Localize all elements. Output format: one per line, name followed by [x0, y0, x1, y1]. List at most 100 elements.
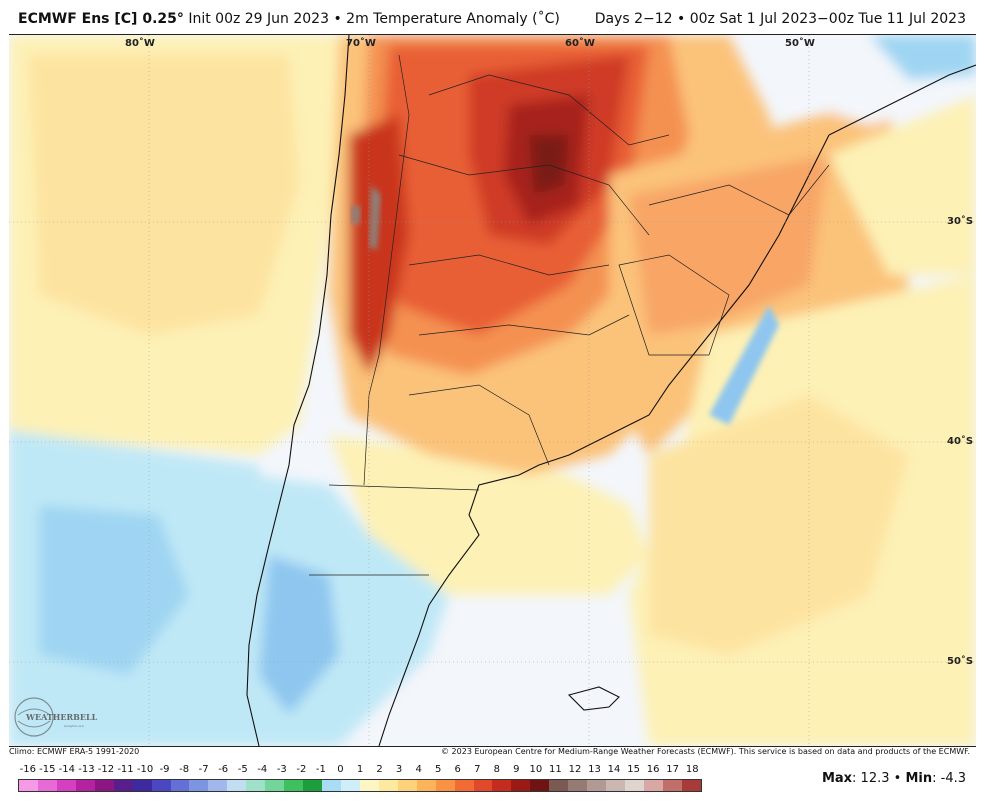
- valid-period: 00z Sat 1 Jul 2023−00z Tue 11 Jul 2023: [689, 11, 966, 27]
- anomaly-map: 80˚W 70˚W 60˚W 50˚W 30˚S 40˚S 50˚S: [9, 34, 976, 747]
- colorbar-tick-label: -7: [198, 764, 209, 775]
- colorbar-swatch: [19, 780, 38, 791]
- colorbar-swatch: [75, 780, 95, 791]
- product-name: 2m Temperature Anomaly (˚C): [346, 11, 560, 27]
- colorbar-tick-label: -11: [117, 764, 134, 775]
- colorbar-ticks: -16 -15 -14 -13 -12 -11 -10 -9 -8 -7 -6 -5 -4 -3 -2 -1 0…: [18, 764, 702, 778]
- header-period: Days 2−12 • 00z Sat 1 Jul 2023−00z Tue 1…: [595, 11, 966, 27]
- map-canvas: [9, 35, 976, 746]
- model-name: ECMWF Ens [C] 0.25: [18, 11, 177, 27]
- colorbar-swatch: [303, 780, 322, 791]
- colorbar-swatch: [397, 780, 417, 791]
- colorbar-swatch: [681, 780, 701, 791]
- colorbar-tick-label: 5: [434, 764, 442, 775]
- colorbar-swatch: [94, 780, 114, 791]
- copyright-note: © 2023 European Centre for Medium-Range …: [441, 747, 970, 756]
- colorbar-tick-label: 18: [685, 764, 699, 775]
- colorbar: [18, 779, 702, 792]
- colorbar-tick-label: 14: [607, 764, 621, 775]
- colorbar-swatch: [56, 780, 76, 791]
- colorbar-swatch: [643, 780, 663, 791]
- colorbar-swatch: [492, 780, 512, 791]
- logo-text: WEATHERBELL: [25, 712, 98, 722]
- colorbar-swatch: [454, 780, 474, 791]
- colorbar-swatch: [189, 780, 209, 791]
- colorbar-swatch: [662, 780, 682, 791]
- colorbar-tick-label: 6: [454, 764, 461, 775]
- days-range: Days 2−12: [594, 11, 673, 27]
- colorbar-swatch: [322, 780, 341, 791]
- colorbar-tick-label: 7: [474, 764, 481, 775]
- separator: •: [333, 11, 342, 27]
- colorbar-tick-label: 16: [646, 764, 660, 775]
- colorbar-tick-label: -15: [39, 764, 56, 775]
- colorbar-swatch: [416, 780, 436, 791]
- colorbar-swatch: [170, 780, 190, 791]
- colorbar-swatch: [587, 780, 607, 791]
- lat-label-40s: 40˚S: [947, 436, 974, 447]
- colorbar-swatch: [284, 780, 304, 791]
- colorbar-tick-label: 11: [549, 764, 562, 775]
- colorbar-swatch: [227, 780, 247, 791]
- colorbar-tick-label: 1: [356, 764, 364, 775]
- colorbar-swatch: [151, 780, 171, 791]
- colorbar-swatch: [113, 780, 133, 791]
- colorbar-tick-label: -6: [218, 764, 229, 775]
- lat-label-30s: 30˚S: [947, 216, 974, 227]
- colorbar-tick-label: 4: [415, 764, 422, 775]
- separator: •: [676, 11, 686, 27]
- colorbar-swatch: [359, 780, 379, 791]
- model-degree: °: [176, 11, 184, 27]
- colorbar-tick-label: -10: [136, 764, 154, 775]
- min-value: : -4.3: [932, 771, 966, 786]
- colorbar-swatch: [625, 780, 644, 791]
- colorbar-tick-label: 3: [395, 764, 403, 775]
- colorbar-tick-label: -2: [296, 764, 307, 775]
- colorbar-swatch: [37, 780, 57, 791]
- colorbar-swatch: [511, 780, 531, 791]
- max-value: : 12.3: [852, 771, 890, 786]
- colorbar-tick-label: -13: [78, 764, 95, 775]
- colorbar-tick-label: 8: [493, 764, 500, 775]
- init-time: Init 00z 29 Jun 2023: [188, 11, 329, 27]
- colorbar-tick-label: -9: [159, 764, 170, 775]
- colorbar-swatch: [340, 780, 360, 791]
- colorbar-tick-label: -8: [179, 764, 190, 775]
- colorbar-swatch: [473, 780, 493, 791]
- lon-label-80w: 80˚W: [125, 38, 155, 49]
- climo-note: Climo: ECMWF ERA-5 1991-2020: [9, 747, 140, 756]
- colorbar-swatch: [549, 780, 569, 791]
- colorbar-tick-label: 17: [666, 764, 680, 775]
- colorbar-tick-label: -4: [257, 764, 268, 775]
- colorbar-swatch: [132, 780, 152, 791]
- header-title: ECMWF Ens [C] 0.25° Init 00z 29 Jun 2023…: [18, 11, 560, 27]
- colorbar-swatch: [435, 780, 455, 791]
- colorbar-swatch: [606, 780, 625, 791]
- lon-label-50w: 50˚W: [785, 38, 815, 49]
- min-label: Min: [905, 771, 933, 786]
- colorbar-tick-label: 0: [337, 764, 344, 775]
- colorbar-tick-label: -5: [237, 764, 248, 775]
- colorbar-tick-label: -14: [58, 764, 76, 775]
- colorbar-tick-label: -12: [97, 764, 115, 775]
- max-min-summary: Max: 12.3 • Min: -4.3: [821, 771, 966, 786]
- colorbar-swatch: [265, 780, 285, 791]
- colorbar-swatch: [208, 780, 228, 791]
- lon-label-70w: 70˚W: [346, 38, 376, 49]
- colorbar-tick-label: 15: [627, 764, 640, 775]
- colorbar-tick-label: 10: [529, 764, 543, 775]
- colorbar-tick-label: 9: [513, 764, 520, 775]
- logo-subtext: Analytics LLC: [64, 724, 84, 728]
- colorbar-tick-label: 13: [588, 764, 601, 775]
- weatherbell-logo: WEATHERBELL Analytics LLC: [12, 693, 98, 741]
- colorbar-swatch: [530, 780, 550, 791]
- max-label: Max: [821, 771, 853, 786]
- lon-label-60w: 60˚W: [565, 38, 595, 49]
- colorbar-tick-label: -3: [276, 764, 287, 775]
- colorbar-swatch: [378, 780, 398, 791]
- colorbar-tick-label: 2: [376, 764, 383, 775]
- colorbar-tick-label: -1: [315, 764, 326, 775]
- colorbar-tick-label: 12: [568, 764, 582, 775]
- colorbar-swatch: [246, 780, 266, 791]
- lat-label-50s: 50˚S: [947, 656, 974, 667]
